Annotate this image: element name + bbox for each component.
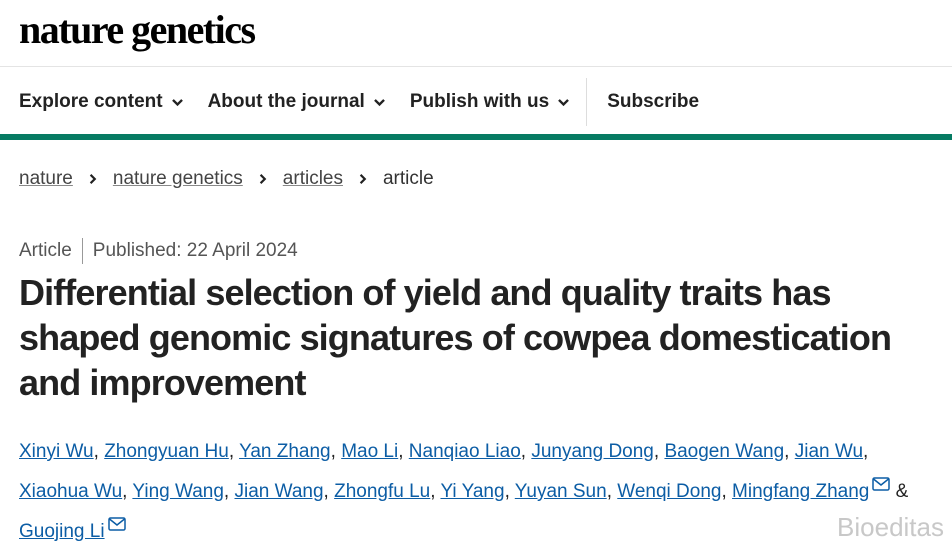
email-icon[interactable]	[107, 517, 126, 531]
breadcrumbs: nature nature genetics articles article	[19, 168, 434, 190]
author-list: Xinyi Wu, Zhongyuan Hu, Yan Zhang, Mao L…	[19, 432, 929, 552]
nav-label: Subscribe	[607, 91, 700, 112]
email-icon[interactable]	[872, 477, 891, 491]
breadcrumb[interactable]: articles	[282, 168, 343, 189]
author-separator: ,	[223, 481, 230, 502]
author-name[interactable]: Baogen Wang	[664, 441, 785, 462]
nav-label: Explore content	[19, 91, 163, 112]
author-name[interactable]: Mao Li	[341, 441, 399, 462]
author-separator: ,	[653, 441, 660, 462]
main-nav: Explore content About the journal Publish …	[19, 78, 723, 126]
author-separator: ,	[784, 441, 790, 462]
author-final-separator: &	[895, 481, 909, 502]
chevron-icon	[259, 174, 267, 184]
accent-bar	[0, 134, 952, 140]
watermark: Bioeditas	[837, 512, 944, 542]
nav-label: About the journal	[207, 91, 365, 112]
author-name[interactable]: Xiaohua Wu	[19, 481, 123, 502]
author-separator: ,	[330, 441, 336, 462]
nav-divider	[586, 78, 588, 126]
author-separator: ,	[606, 481, 612, 502]
author-name[interactable]: Jian Wang	[234, 481, 324, 502]
author-separator: ,	[323, 481, 329, 502]
article-title: Differential selection of yield and qual…	[19, 272, 892, 403]
author-name[interactable]: Guojing Li	[19, 521, 105, 542]
author-separator: ,	[520, 441, 527, 462]
author-separator: ,	[863, 441, 869, 462]
author-separator: ,	[430, 481, 436, 502]
article-meta: Article Published: 22 April 2024	[19, 238, 298, 264]
meta-divider	[81, 238, 83, 264]
logo[interactable]: nature genetics	[19, 7, 256, 52]
header-rule	[0, 66, 952, 67]
nav-item[interactable]: Explore content	[19, 91, 184, 113]
author-name[interactable]: Jian Wu	[794, 441, 864, 462]
chevron-icon	[171, 98, 183, 106]
author-separator: ,	[398, 441, 404, 462]
nav-label: Publish with us	[409, 91, 550, 112]
author-name[interactable]: Zhongfu Lu	[334, 481, 431, 502]
breadcrumb[interactable]: nature	[19, 168, 73, 189]
author-name[interactable]: Zhongyuan Hu	[104, 441, 229, 462]
author-name[interactable]: Xinyi Wu	[19, 441, 94, 462]
author-name[interactable]: Mingfang Zhang	[732, 481, 870, 502]
nav-item[interactable]: Publish with us	[410, 91, 570, 113]
author-name[interactable]: Nanqiao Liao	[408, 441, 521, 462]
chevron-icon	[373, 98, 385, 106]
breadcrumb[interactable]: nature genetics	[112, 168, 243, 189]
author-name[interactable]: Yi Yang	[440, 481, 505, 502]
author-name[interactable]: Ying Wang	[132, 481, 224, 502]
author-name[interactable]: Wenqi Dong	[617, 481, 722, 502]
nav-item[interactable]: Subscribe	[607, 91, 699, 113]
author-name[interactable]: Yuyan Sun	[514, 481, 607, 502]
nav-item[interactable]: About the journal	[208, 91, 386, 113]
author-separator: ,	[93, 441, 99, 462]
author-separator: ,	[228, 441, 235, 462]
published-date: Published: 22 April 2024	[92, 240, 298, 261]
chevron-icon	[89, 174, 97, 184]
chevron-icon	[558, 98, 570, 106]
author-name[interactable]: Junyang Dong	[531, 441, 654, 462]
author-separator: ,	[122, 481, 128, 502]
author-name[interactable]: Yan Zhang	[239, 441, 331, 462]
breadcrumb: article	[382, 168, 434, 189]
author-separator: ,	[721, 481, 727, 502]
chevron-icon	[359, 174, 367, 184]
article-type: Article	[19, 240, 72, 261]
author-separator: ,	[504, 481, 510, 502]
